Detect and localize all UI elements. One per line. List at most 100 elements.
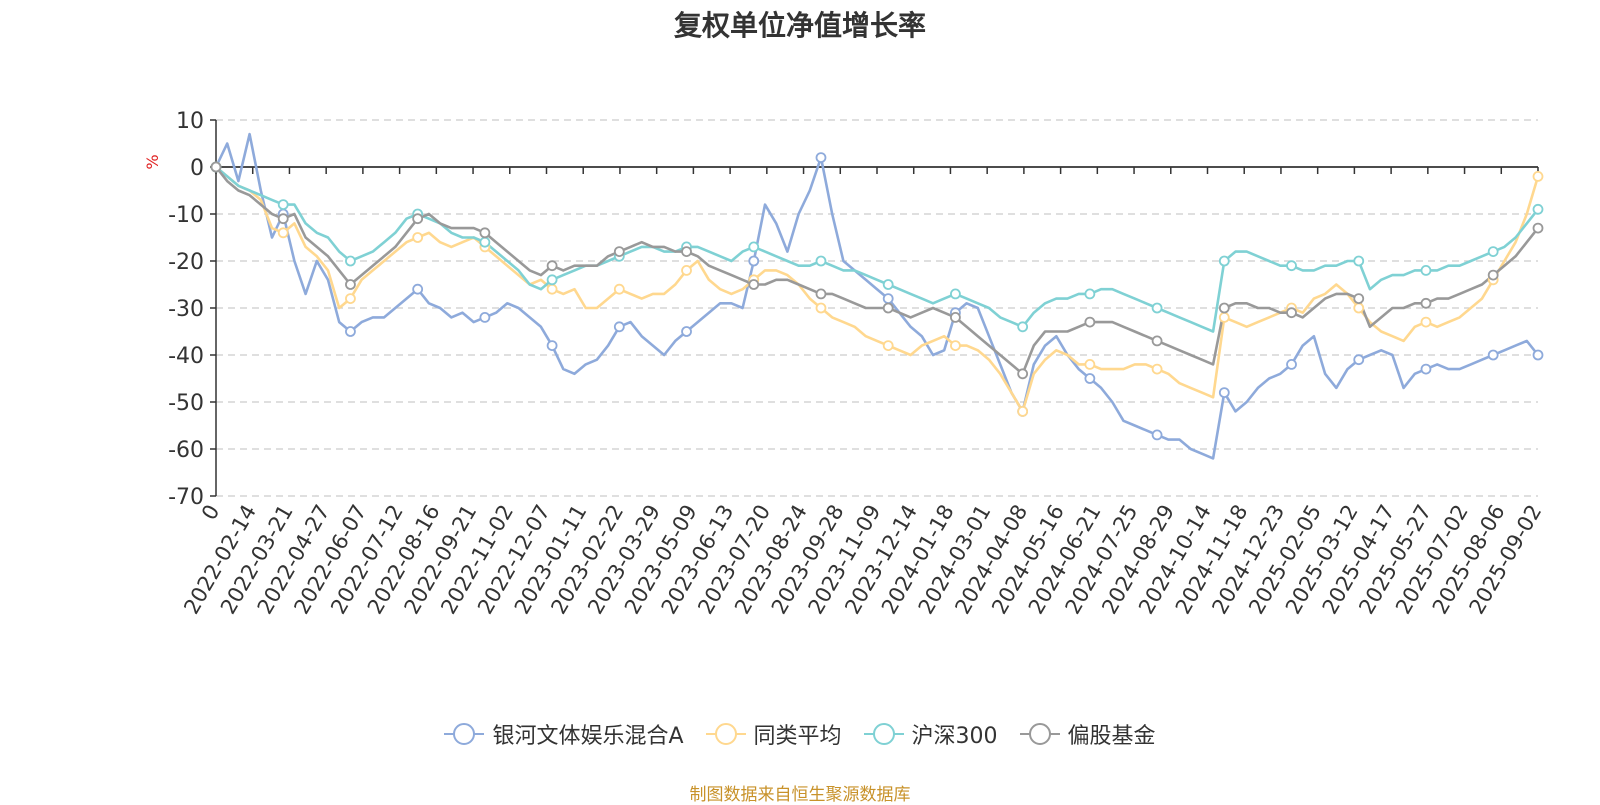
y-tick-label: -20 <box>168 250 204 275</box>
series-point <box>1084 288 1096 300</box>
legend-label: 银河文体娱乐混合A <box>492 724 684 749</box>
series-point <box>1353 255 1365 267</box>
series-point <box>1151 335 1163 347</box>
series-point <box>1532 349 1544 361</box>
series-point <box>345 279 356 290</box>
series-point <box>345 293 356 305</box>
y-tick-label: 10 <box>176 109 204 134</box>
series-point <box>277 199 289 211</box>
series-point <box>1151 363 1163 375</box>
series-point <box>277 227 289 239</box>
chart-title: 复权单位净值增长率 <box>673 9 926 42</box>
series-point <box>681 264 692 276</box>
series-point <box>1218 387 1230 399</box>
series-line-3 <box>214 166 1540 376</box>
legend-item[interactable]: 同类平均 <box>705 718 842 750</box>
y-tick-label: -70 <box>168 485 204 510</box>
series-point <box>1218 311 1230 323</box>
series-point <box>1286 260 1297 272</box>
series-point <box>1487 246 1499 258</box>
series-point <box>1532 203 1544 215</box>
y-tick-label: -50 <box>168 391 204 416</box>
legend-line-circle-icon <box>444 723 485 745</box>
series-point <box>950 340 961 352</box>
legend-label: 偏股基金 <box>1067 724 1156 749</box>
series-point <box>1017 405 1029 417</box>
series-point <box>1286 307 1297 319</box>
series-point <box>345 255 356 267</box>
series-point <box>748 279 760 290</box>
series-point <box>345 326 356 337</box>
series-point <box>815 152 827 164</box>
series-point <box>1353 302 1365 314</box>
axes: 100-10-20-30-40-50-60-70%02022-02-142022… <box>143 109 1546 618</box>
series-point <box>1487 349 1499 361</box>
series-point <box>1420 316 1432 328</box>
series-lines <box>214 132 1540 460</box>
legend-label: 沪深300 <box>911 724 998 749</box>
chart: 100-10-20-30-40-50-60-70%02022-02-142022… <box>143 109 1546 618</box>
legend: 银河文体娱乐混合A 同类平均 沪深300 偏股基金 <box>0 718 1600 750</box>
series-point <box>1286 358 1297 370</box>
series-point <box>1420 264 1432 276</box>
series-point <box>1420 297 1432 309</box>
y-tick-label: 0 <box>190 156 204 181</box>
y-tick-label: -40 <box>168 344 204 369</box>
legend-item[interactable]: 沪深300 <box>863 718 998 750</box>
series-point <box>412 232 424 243</box>
series-point <box>882 302 894 314</box>
series-point <box>681 246 692 258</box>
series-point <box>1017 368 1029 380</box>
series-point <box>613 246 625 258</box>
series-point <box>1353 293 1365 305</box>
y-axis-label: % <box>143 154 162 169</box>
series-point <box>1084 316 1096 328</box>
series-line-0 <box>214 132 1540 460</box>
series-point <box>479 227 491 239</box>
y-tick-label: -30 <box>168 297 204 322</box>
series-point <box>546 274 558 286</box>
series-point <box>1353 354 1365 366</box>
legend-line-circle-icon <box>705 723 746 745</box>
series-point <box>1532 170 1544 182</box>
series-point <box>546 340 558 352</box>
series-point <box>1420 363 1432 375</box>
series-point <box>681 326 692 337</box>
legend-item[interactable]: 银河文体娱乐混合A <box>444 718 684 750</box>
series-point <box>479 311 491 323</box>
series-point <box>210 161 222 173</box>
series-point <box>1532 222 1544 234</box>
y-tick-label: -60 <box>168 438 204 463</box>
series-point <box>815 255 827 267</box>
legend-line-circle-icon <box>1019 723 1060 745</box>
x-tick-label: 0 <box>197 501 224 525</box>
legend-label: 同类平均 <box>753 724 842 749</box>
series-point <box>815 302 827 314</box>
series-point <box>1151 302 1163 314</box>
series-point <box>1084 373 1096 384</box>
series-point <box>1017 321 1029 333</box>
series-point <box>882 340 894 352</box>
series-point <box>882 279 894 290</box>
series-point <box>1218 302 1230 314</box>
series-point <box>1151 429 1163 441</box>
series-point <box>748 255 760 267</box>
series-point <box>412 213 424 225</box>
series-point <box>950 288 961 300</box>
legend-line-circle-icon <box>863 723 904 745</box>
series-markers <box>210 152 1544 441</box>
series-point <box>748 241 760 253</box>
series-point <box>815 288 827 300</box>
series-point <box>412 283 424 295</box>
series-point <box>546 283 558 295</box>
series-point <box>277 213 289 225</box>
series-point <box>882 293 894 305</box>
series-point <box>613 283 625 295</box>
series-point <box>1218 255 1230 267</box>
series-point <box>613 321 625 333</box>
y-tick-label: -10 <box>168 203 204 228</box>
series-point <box>950 311 961 323</box>
legend-item[interactable]: 偏股基金 <box>1019 718 1156 750</box>
source-note: 制图数据来自恒生聚源数据库 <box>689 785 911 805</box>
series-point <box>546 260 558 272</box>
